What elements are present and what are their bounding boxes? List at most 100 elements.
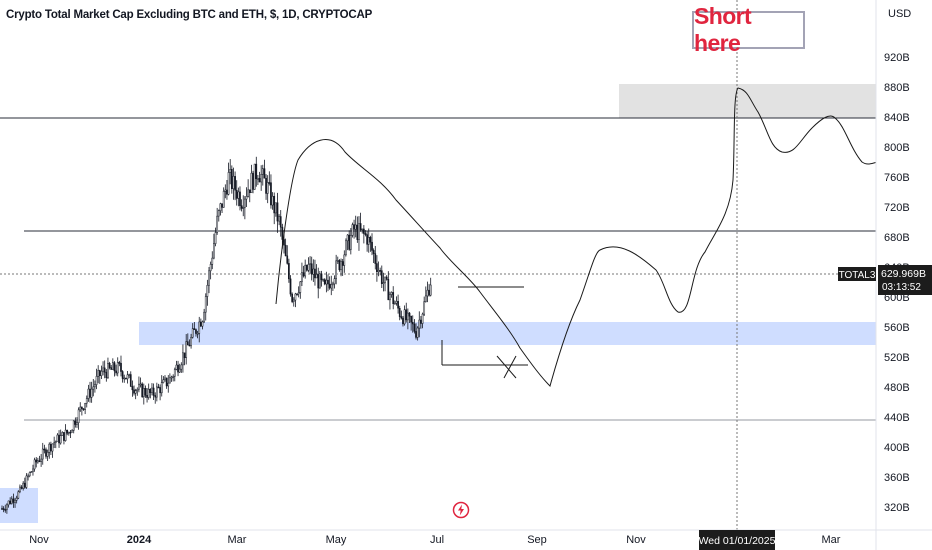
- candle: [63, 432, 65, 445]
- projection-curve[interactable]: [275, 87, 879, 387]
- candle: [408, 311, 411, 323]
- candle: [265, 174, 267, 200]
- candle: [371, 233, 373, 256]
- candle: [294, 292, 297, 308]
- candle: [90, 381, 93, 403]
- candle: [175, 360, 178, 371]
- short-here-text: Short here: [694, 3, 752, 56]
- candle: [180, 362, 183, 373]
- price-tick-label: 760B: [884, 172, 910, 184]
- candle: [260, 165, 263, 191]
- candle: [286, 245, 289, 265]
- symbol-tag[interactable]: [838, 267, 876, 281]
- candle: [85, 395, 88, 408]
- candle: [126, 371, 129, 384]
- candle: [248, 189, 251, 203]
- candle: [327, 274, 329, 292]
- candle: [81, 406, 83, 416]
- candle: [147, 383, 150, 400]
- cross-mark-a[interactable]: [496, 355, 517, 379]
- candle: [167, 375, 170, 393]
- candle: [252, 170, 254, 194]
- candle: [46, 449, 49, 461]
- candle: [98, 369, 101, 384]
- candle: [258, 171, 261, 183]
- candle: [159, 384, 161, 401]
- candle: [239, 186, 241, 211]
- candle: [407, 308, 409, 330]
- candle: [271, 192, 274, 210]
- candle: [133, 385, 135, 396]
- candle: [346, 234, 349, 251]
- demand-zone[interactable]: [139, 322, 876, 345]
- candle: [274, 202, 277, 217]
- price-tick-label: 320B: [884, 502, 910, 514]
- candle: [162, 376, 165, 384]
- candle: [82, 408, 85, 411]
- candle: [377, 261, 380, 277]
- price-tag[interactable]: [878, 265, 932, 295]
- candle: [10, 496, 13, 505]
- price-tick-label: 880B: [884, 82, 910, 94]
- candle: [164, 375, 166, 382]
- candle: [186, 333, 189, 346]
- candle: [333, 275, 336, 289]
- candle: [188, 339, 191, 347]
- candle: [211, 251, 214, 270]
- price-tick-label: 920B: [884, 52, 910, 64]
- candle: [115, 364, 117, 376]
- candle: [420, 315, 422, 329]
- short-here-annotation[interactable]: Short here: [692, 3, 805, 56]
- candle: [351, 222, 354, 238]
- candle: [66, 429, 69, 436]
- candle: [185, 334, 188, 365]
- candle: [304, 259, 307, 279]
- candle: [367, 228, 370, 253]
- candle: [105, 369, 108, 382]
- candle: [116, 357, 119, 377]
- candle: [97, 365, 100, 384]
- candle: [240, 199, 243, 212]
- candle: [398, 305, 401, 321]
- candle: [125, 377, 127, 380]
- candle: [156, 382, 158, 402]
- candle: [226, 179, 228, 200]
- candle: [309, 256, 311, 274]
- candle: [120, 355, 122, 377]
- candle: [173, 367, 176, 382]
- candle: [1, 505, 3, 510]
- candle: [71, 429, 73, 433]
- time-tick-label: Nov: [626, 534, 646, 546]
- lightning-icon[interactable]: [452, 501, 470, 519]
- candle: [266, 175, 269, 204]
- candle: [182, 344, 184, 373]
- time-tick-label: May: [326, 534, 347, 546]
- price-tag-value: 629.969B: [881, 268, 926, 280]
- candle: [257, 175, 259, 185]
- candle: [94, 380, 96, 393]
- candle: [193, 322, 196, 330]
- candle: [23, 477, 26, 489]
- candle: [172, 374, 175, 382]
- candle: [2, 506, 5, 513]
- candle: [315, 264, 318, 279]
- cross-mark-b[interactable]: [503, 355, 517, 379]
- supply-zone[interactable]: [619, 84, 876, 118]
- candle: [221, 203, 223, 213]
- candle: [317, 267, 320, 299]
- currency-label[interactable]: USD: [888, 8, 912, 20]
- candle: [100, 365, 103, 380]
- candle: [253, 163, 256, 190]
- candle: [146, 387, 148, 403]
- candle: [301, 262, 303, 287]
- candle: [37, 457, 39, 464]
- candle: [183, 352, 186, 366]
- candle: [33, 457, 36, 472]
- candle: [372, 248, 375, 263]
- candle: [320, 270, 323, 287]
- candle: [131, 380, 134, 397]
- candle: [72, 420, 75, 434]
- candle: [235, 180, 238, 206]
- candle: [45, 447, 47, 459]
